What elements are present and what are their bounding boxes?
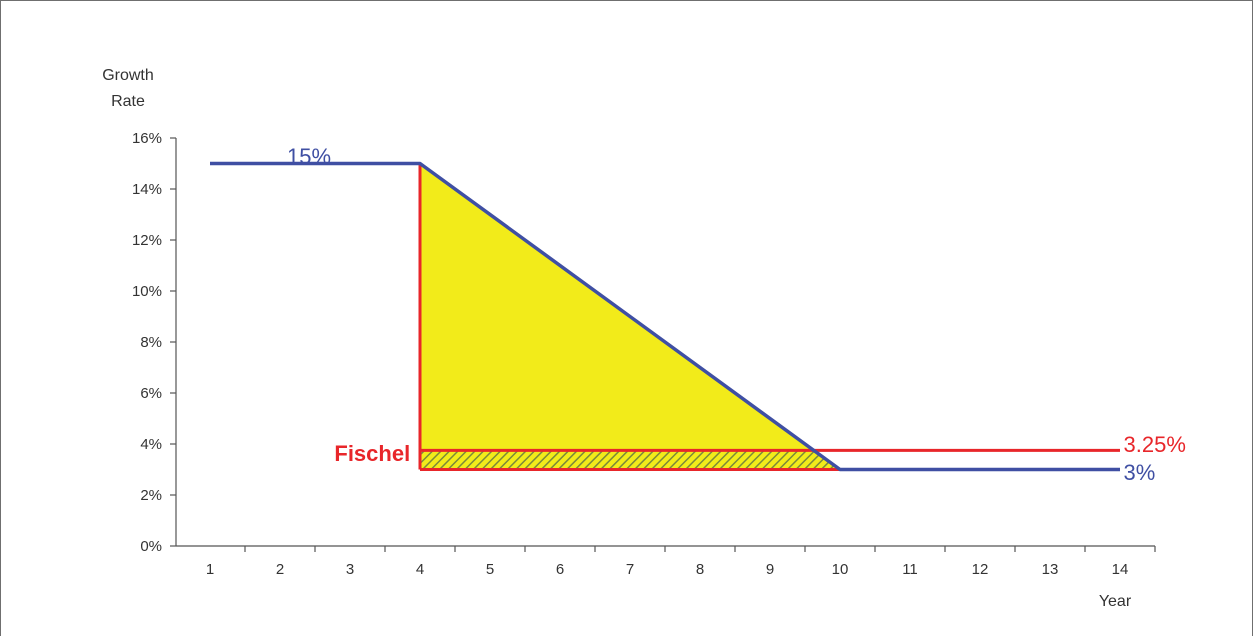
annotation-label: 3%	[1124, 460, 1156, 485]
hatched-area	[420, 450, 840, 470]
x-tick-label: 2	[276, 561, 284, 578]
axes-layer: 0%2%4%6%8%10%12%14%16%1 2 3 4 5 6 7 8 9 10 11 12 13 1…	[132, 130, 1156, 578]
y-tick-label: 12%	[132, 232, 162, 249]
y-tick-label: 8%	[140, 334, 162, 351]
x-tick-label: 4	[416, 561, 424, 578]
x-tick-label: 10	[832, 561, 849, 578]
x-tick-label: 5	[486, 561, 494, 578]
x-axis-title: Year	[1099, 593, 1132, 610]
lines-layer	[210, 161, 1120, 472]
y-tick-label: 14%	[132, 181, 162, 198]
annotation-label: 3.25%	[1124, 432, 1186, 457]
x-tick-label: 13	[1042, 561, 1059, 578]
y-tick-label: 2%	[140, 487, 162, 504]
y-tick-label: 0%	[140, 538, 162, 555]
x-tick-label: 11	[902, 561, 918, 578]
x-tick-label: 14	[1112, 561, 1129, 578]
y-tick-label: 10%	[132, 283, 162, 300]
x-tick-label: 6	[556, 561, 564, 578]
x-tick-label: 12	[972, 561, 989, 578]
x-tick-label: 8	[696, 561, 704, 578]
y-tick-label: 16%	[132, 130, 162, 147]
annotations-layer: 15% Fischel 3.25% 3%	[287, 144, 1186, 485]
x-tick-label: 1	[206, 561, 214, 578]
y-axis-title-line2: Rate	[111, 93, 145, 110]
y-tick-label: 6%	[140, 385, 162, 402]
annotation-label: 15%	[287, 144, 331, 169]
y-tick-label: 4%	[140, 436, 162, 453]
x-tick-label: 3	[346, 561, 354, 578]
annotation-label: Fischel	[334, 441, 410, 466]
blue-growth-line	[210, 161, 1120, 472]
x-tick-label: 7	[626, 561, 634, 578]
y-axis-title-line1: Growth	[102, 67, 154, 84]
x-tick-label: 9	[766, 561, 774, 578]
